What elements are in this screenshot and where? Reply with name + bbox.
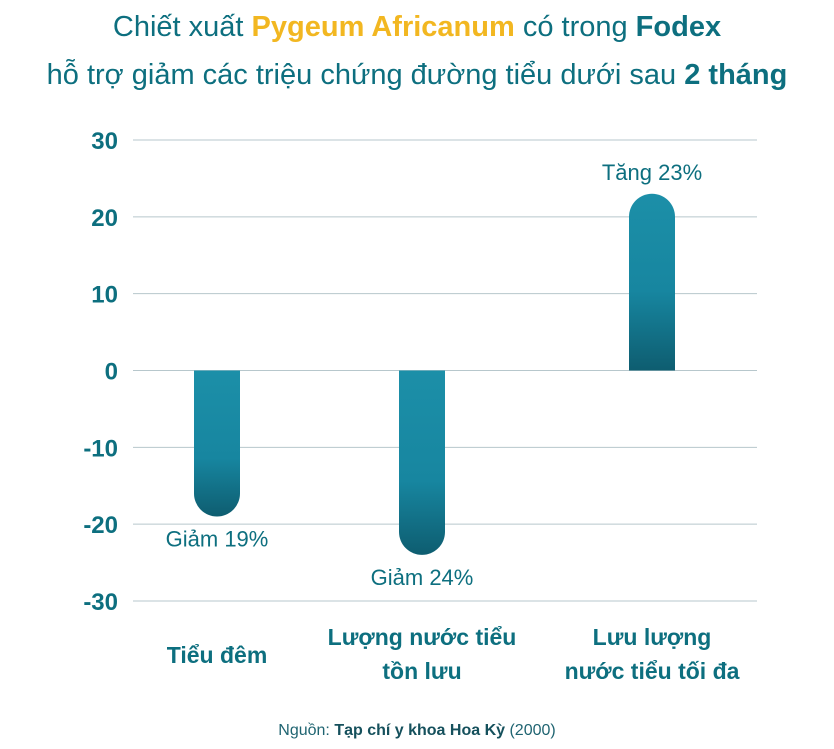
y-tick-label: -10 bbox=[83, 435, 118, 462]
bar-1 bbox=[194, 370, 241, 517]
subtitle-duration: 2 tháng bbox=[684, 59, 788, 91]
category-label: nước tiểu tối đa bbox=[565, 658, 740, 684]
source-name: Tạp chí y khoa Hoa Kỳ bbox=[334, 722, 506, 739]
y-tick-label: 10 bbox=[91, 282, 118, 309]
category-label: tồn lưu bbox=[382, 658, 461, 684]
title-prefix: Chiết xuất bbox=[112, 11, 252, 43]
category-label: Tiểu đêm bbox=[167, 642, 268, 668]
source-prefix: Nguồn: bbox=[278, 722, 335, 739]
y-tick-label: -20 bbox=[83, 512, 118, 539]
bar-3 bbox=[629, 193, 675, 371]
title-highlight: Pygeum Africanum bbox=[251, 11, 515, 43]
category-label: Lượng nước tiểu bbox=[328, 624, 517, 650]
bar-2 bbox=[399, 370, 445, 555]
y-tick-label: -30 bbox=[83, 589, 118, 616]
data-label: Tăng 23% bbox=[602, 160, 702, 185]
source-note: Nguồn: Tạp chí y khoa Hoa Kỳ (2000) bbox=[0, 722, 834, 740]
chart-title-line-2: hỗ trợ giảm các triệu chứng đường tiểu d… bbox=[0, 56, 834, 94]
y-tick-label: 20 bbox=[91, 205, 118, 232]
source-year: (2000) bbox=[505, 722, 556, 739]
y-tick-label: 30 bbox=[91, 128, 118, 155]
data-label: Giảm 19% bbox=[166, 526, 269, 551]
title-middle: có trong bbox=[514, 11, 636, 43]
subtitle-prefix: hỗ trợ giảm các triệu chứng đường tiểu d… bbox=[46, 59, 685, 91]
title-brand: Fodex bbox=[635, 11, 722, 43]
data-label: Giảm 24% bbox=[371, 565, 474, 590]
chart-title-line-1: Chiết xuất Pygeum Africanum có trong Fod… bbox=[0, 8, 834, 46]
category-label: Lưu lượng bbox=[593, 624, 712, 650]
y-tick-label: 0 bbox=[105, 359, 118, 386]
